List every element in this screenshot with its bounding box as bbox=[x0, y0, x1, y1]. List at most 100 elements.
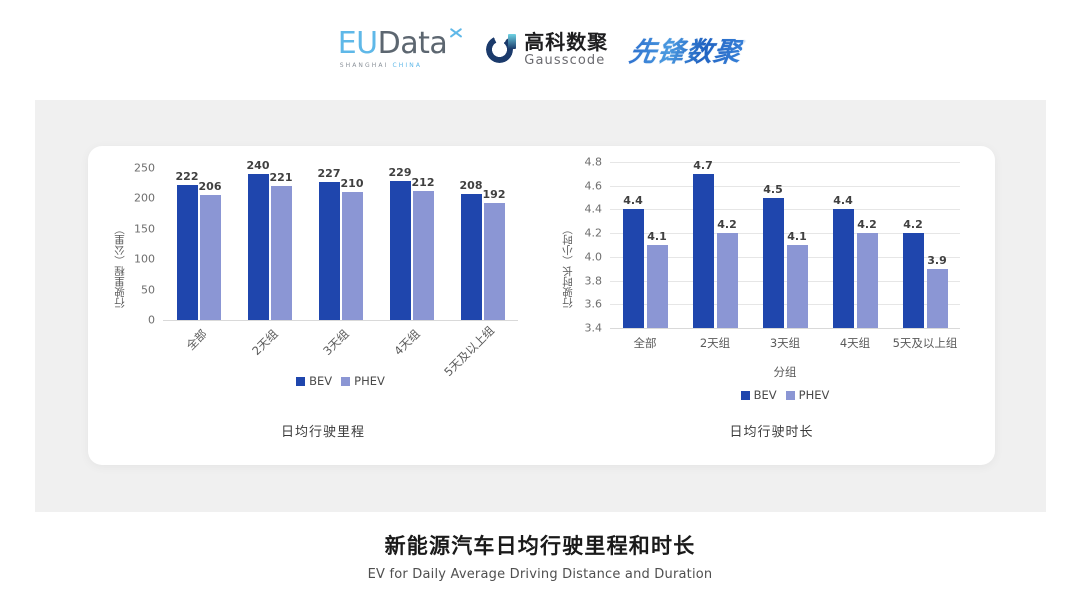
legend-item-phev: PHEV bbox=[341, 374, 385, 388]
y-axis-tick-label: 4.6 bbox=[584, 179, 603, 193]
bar-phev bbox=[270, 185, 292, 320]
bar-value-label: 4.4 bbox=[833, 194, 853, 208]
bar-bev bbox=[902, 233, 924, 328]
bar-bev bbox=[176, 185, 198, 320]
chart-left-plot-area: 0 50 100 150 200 250 222 206 240 221 227 210 229 212 2… bbox=[134, 159, 518, 327]
legend-swatch-phev-icon bbox=[341, 376, 351, 386]
gridline bbox=[610, 280, 960, 282]
evdata-letter-v: U bbox=[356, 26, 378, 61]
y-axis-tick-label: 100 bbox=[134, 252, 155, 266]
bar-phev bbox=[856, 233, 878, 328]
y-axis-tick-label: 200 bbox=[134, 191, 155, 205]
evdata-word-data: Data bbox=[377, 26, 448, 61]
legend-item-phev: PHEV bbox=[785, 388, 830, 402]
legend-item-bev: BEV bbox=[296, 374, 332, 388]
bar-phev bbox=[483, 203, 505, 320]
y-axis-tick-label: 4.2 bbox=[584, 226, 603, 240]
bar-value-label: 4.2 bbox=[717, 218, 737, 232]
y-axis-tick-label: 250 bbox=[134, 161, 155, 175]
gridline bbox=[610, 304, 960, 306]
gridline bbox=[610, 233, 960, 235]
bar-phev bbox=[786, 245, 808, 328]
bar-value-label: 229 bbox=[388, 165, 412, 179]
logo-bar: EUData SHANGHAI CHINA 高科数聚 Gausscode 先锋数… bbox=[0, 20, 1080, 78]
legend-label-bev: BEV bbox=[309, 374, 333, 388]
bar-bev bbox=[318, 181, 340, 320]
chart-left-y-axis-title: 行驶里程（公里） bbox=[114, 224, 126, 308]
legend-swatch-phev-icon bbox=[785, 390, 795, 400]
chart-right-legend: BEV PHEV bbox=[610, 388, 960, 402]
axis-baseline bbox=[163, 320, 518, 321]
y-axis-tick-label: 50 bbox=[141, 283, 155, 297]
gausscode-en-name: Gausscode bbox=[524, 52, 606, 68]
bar-phev bbox=[341, 192, 363, 320]
chart-left-legend: BEV PHEV bbox=[163, 374, 518, 388]
bar-bev bbox=[762, 197, 784, 328]
x-axis-tick-label: 2天组 bbox=[699, 336, 731, 350]
x-axis-tick-label: 全部 bbox=[633, 336, 657, 350]
gausscode-cn-name: 高科数聚 bbox=[524, 29, 609, 54]
x-cross-icon bbox=[448, 25, 464, 41]
y-axis-tick-label: 150 bbox=[134, 222, 155, 236]
evdata-tagline-country: CHINA bbox=[392, 62, 423, 69]
y-axis-tick-label: 3.8 bbox=[584, 274, 603, 288]
page-subtitle: EV for Daily Average Driving Distance an… bbox=[367, 567, 713, 582]
evdata-main-text: EUData bbox=[338, 29, 448, 59]
bar-value-label: 240 bbox=[246, 159, 270, 173]
x-axis-tick-label: 2天组 bbox=[248, 326, 281, 359]
bar-bev bbox=[692, 173, 714, 328]
evdata-wordmark: EUData bbox=[338, 27, 465, 59]
chart-right-y-axis-title: 行驶时长（小时） bbox=[562, 224, 574, 308]
x-axis-tick-label: 5天及以上组 bbox=[892, 336, 958, 350]
gausscode-wordmark: 高科数聚 Gausscode bbox=[524, 32, 608, 67]
bar-bev bbox=[622, 209, 644, 328]
gausscode-logo: 高科数聚 Gausscode bbox=[486, 32, 608, 67]
bar-phev bbox=[412, 191, 434, 320]
bar-value-label: 206 bbox=[198, 179, 222, 193]
y-axis-tick-label: 3.6 bbox=[584, 297, 603, 311]
bar-bev bbox=[832, 209, 854, 328]
x-axis-tick-label: 3天组 bbox=[319, 326, 352, 359]
bar-phev bbox=[926, 268, 948, 328]
bar-value-label: 4.2 bbox=[857, 218, 877, 232]
bar-value-label: 4.5 bbox=[763, 182, 783, 196]
footer: 新能源汽车日均行驶里程和时长 EV for Daily Average Driv… bbox=[0, 530, 1080, 582]
bar-bev bbox=[247, 174, 269, 320]
bar-value-label: 221 bbox=[269, 170, 293, 184]
bar-bev bbox=[389, 180, 411, 320]
bar-value-label: 212 bbox=[411, 176, 435, 190]
chart-daily-duration: 行驶时长（小时） 3.4 3.6 3.8 4.0 4.2 4.4 4.6 4.8 4.4 4.1 4… bbox=[548, 146, 995, 465]
legend-item-bev: BEV bbox=[740, 388, 777, 402]
y-axis-tick-label: 4.8 bbox=[584, 155, 603, 169]
legend-label-phev: PHEV bbox=[798, 388, 830, 402]
bar-value-label: 192 bbox=[482, 188, 506, 202]
y-axis-tick-label: 4.4 bbox=[584, 202, 603, 216]
axis-baseline bbox=[610, 328, 960, 329]
x-axis-tick-label: 4天组 bbox=[839, 336, 871, 350]
bar-phev bbox=[646, 245, 668, 328]
legend-swatch-bev-icon bbox=[740, 390, 750, 400]
chart-right-caption: 日均行驶时长 bbox=[729, 425, 814, 440]
evdata-tagline-city: SHANGHAI bbox=[339, 62, 389, 69]
bar-phev bbox=[199, 194, 221, 320]
y-axis-tick-label: 0 bbox=[148, 313, 155, 327]
bar-value-label: 227 bbox=[317, 166, 341, 180]
bar-value-label: 208 bbox=[459, 178, 483, 192]
bar-value-label: 4.4 bbox=[623, 194, 643, 208]
x-axis-tick-label: 3天组 bbox=[769, 336, 801, 350]
chart-right-x-axis-title: 分组 bbox=[773, 365, 797, 379]
bar-value-label: 3.9 bbox=[927, 253, 947, 267]
evdata-tagline: SHANGHAI CHINA bbox=[340, 62, 422, 69]
page-title: 新能源汽车日均行驶里程和时长 bbox=[384, 534, 696, 558]
y-axis-tick-label: 3.4 bbox=[584, 321, 603, 335]
gridline bbox=[610, 256, 960, 258]
chart-right-plot-area: 3.4 3.6 3.8 4.0 4.2 4.4 4.6 4.8 4.4 4.1 4.7 4.2 4.5 4… bbox=[585, 156, 960, 335]
xianfeng-logo: 先锋数聚 bbox=[627, 30, 744, 69]
bar-phev bbox=[716, 233, 738, 328]
legend-label-bev: BEV bbox=[753, 388, 777, 402]
y-axis-tick-label: 4.0 bbox=[584, 250, 603, 264]
gridline bbox=[610, 209, 960, 211]
charts-card: 行驶里程（公里） 0 50 100 150 200 250 222 206 240 221 227 2… bbox=[88, 146, 995, 465]
x-axis-tick-label: 5天及以上组 bbox=[440, 323, 497, 380]
